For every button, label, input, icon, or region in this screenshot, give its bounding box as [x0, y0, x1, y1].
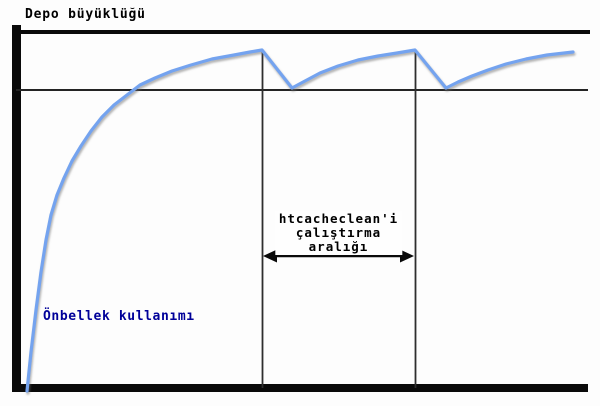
interval-label-line-2: çalıştırma	[295, 225, 382, 240]
depot-size-limit-line	[17, 30, 590, 34]
cache-usage-label: Önbellek kullanımı	[43, 309, 195, 324]
interval-arrow-left-head	[263, 249, 277, 263]
y-axis-title: Depo büyüklüğü	[25, 7, 146, 22]
interval-label: htcacheclean'i çalıştırma aralığı	[274, 211, 403, 255]
cache-trim-level-line	[16, 89, 588, 91]
x-axis-line	[12, 384, 588, 392]
interval-label-line-1: htcacheclean'i	[278, 211, 399, 226]
cache-usage-curve	[25, 48, 575, 393]
interval-arrow	[263, 249, 414, 263]
interval-label-line-3: aralığı	[308, 239, 369, 254]
y-axis-line	[12, 25, 21, 392]
interval-arrow-right-head	[400, 249, 414, 263]
